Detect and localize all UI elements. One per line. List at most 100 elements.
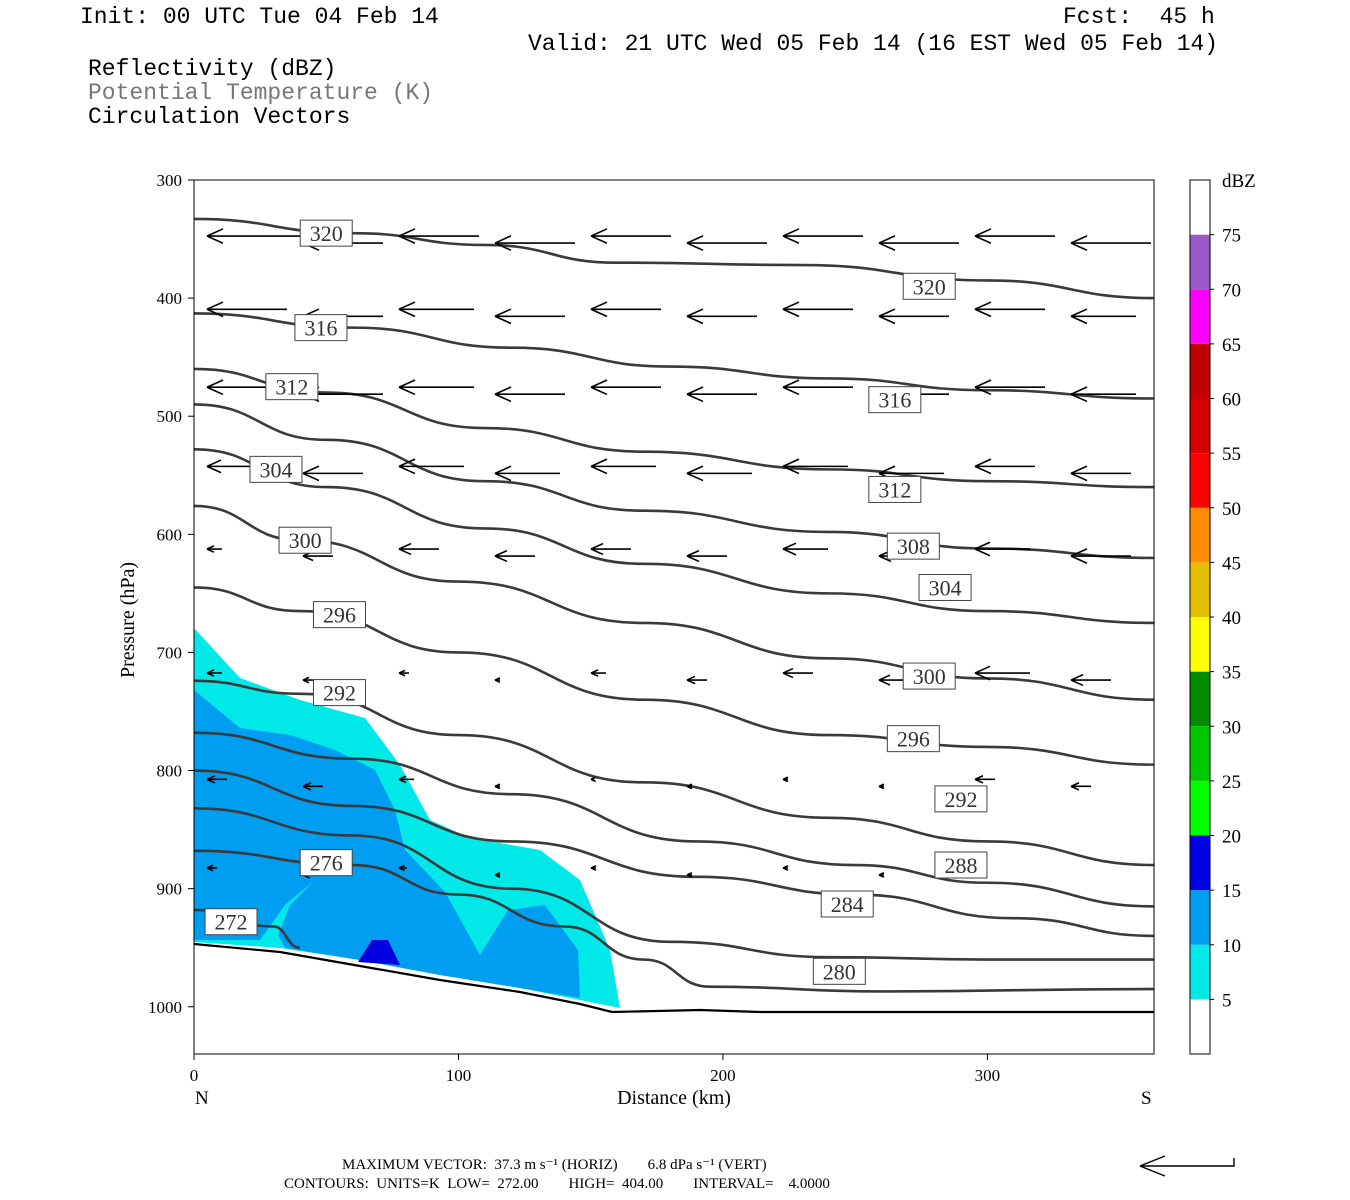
colorbar-label: 35 xyxy=(1222,663,1241,684)
circulation-vector xyxy=(398,379,474,396)
reflectivity-15dbz-area xyxy=(358,940,400,965)
valid-time: Valid: 21 UTC Wed 05 Feb 14 (16 EST Wed … xyxy=(528,31,1219,57)
svg-text:296: 296 xyxy=(323,603,356,628)
x-tick-label: 200 xyxy=(710,1066,736,1085)
circulation-vector xyxy=(398,775,414,784)
contour-label-312: 312 xyxy=(265,373,319,401)
forecast-hour: Fcst: 45 h xyxy=(1063,4,1215,30)
circulation-vector xyxy=(494,677,501,684)
svg-text:272: 272 xyxy=(215,910,248,935)
circulation-vector xyxy=(494,871,501,878)
svg-text:316: 316 xyxy=(304,316,337,341)
colorbar-label: 40 xyxy=(1222,608,1241,629)
colorbar-title: dBZ xyxy=(1222,171,1256,192)
circulation-vector xyxy=(782,301,853,318)
colorbar-label: 10 xyxy=(1222,936,1241,957)
theta-contour-280 xyxy=(194,807,1154,961)
svg-text:312: 312 xyxy=(878,477,911,502)
circulation-vector xyxy=(878,783,885,790)
colorbar-segment xyxy=(1190,343,1210,399)
axes: 300 400 500 600 700 800 900 1000 0 100 200 300 xyxy=(148,171,1000,1085)
theta-contour-labels: 320 320 316 316 312 312 308 304 304 300 300 296 296 2… xyxy=(204,219,988,985)
svg-text:296: 296 xyxy=(897,727,930,752)
svg-text:300: 300 xyxy=(913,664,946,689)
circulation-vector xyxy=(206,228,302,244)
theta-contour-312 xyxy=(194,367,1154,489)
circulation-vector xyxy=(494,386,565,403)
circulation-vector xyxy=(590,228,671,244)
circulation-vector xyxy=(1070,548,1131,564)
contour-label-296: 296 xyxy=(312,601,366,629)
circulation-vectors xyxy=(206,228,1151,879)
circulation-vector xyxy=(974,301,1045,318)
circulation-vector xyxy=(206,545,222,553)
circulation-vector xyxy=(686,465,752,482)
circulation-vector xyxy=(974,665,1030,681)
circulation-vector xyxy=(590,379,661,396)
contour-label-288: 288 xyxy=(934,851,988,879)
y-tick-label: 700 xyxy=(157,643,183,662)
circulation-vector xyxy=(782,379,853,396)
colorbar-label: 30 xyxy=(1222,717,1241,738)
colorbar-segment xyxy=(1190,944,1210,1000)
svg-text:304: 304 xyxy=(259,457,292,482)
circulation-vector xyxy=(974,379,1045,396)
circulation-vector xyxy=(494,783,501,790)
circulation-vector xyxy=(686,386,757,403)
circulation-vector xyxy=(1070,235,1151,251)
contour-label-312: 312 xyxy=(868,475,922,503)
contour-label-316: 316 xyxy=(868,386,922,414)
circulation-vector xyxy=(974,228,1055,244)
circulation-vector xyxy=(1070,386,1136,403)
circulation-vector xyxy=(590,776,596,783)
south-end-label: S xyxy=(1141,1088,1152,1109)
circulation-vector xyxy=(590,542,631,556)
contour-label-292: 292 xyxy=(312,679,366,707)
circulation-vector xyxy=(974,775,995,784)
circulation-vector xyxy=(686,675,707,685)
colorbar-segment xyxy=(1190,562,1210,617)
circulation-vector xyxy=(206,775,227,784)
contour-label-304: 304 xyxy=(918,573,972,601)
contour-info: CONTOURS: UNITS=K LOW= 272.00 HIGH= 404.… xyxy=(284,1176,830,1192)
circulation-vector xyxy=(302,676,313,684)
circulation-vector xyxy=(206,459,257,474)
colorbar-label: 45 xyxy=(1222,553,1241,574)
colorbar-segment xyxy=(1190,507,1210,563)
svg-text:292: 292 xyxy=(323,681,356,706)
y-tick-label: 400 xyxy=(157,289,183,308)
colorbar-label: 15 xyxy=(1222,881,1241,902)
circulation-vector xyxy=(302,465,363,482)
circulation-vector xyxy=(782,776,789,783)
circulation-vector xyxy=(878,308,949,325)
plot-frame xyxy=(193,179,1155,1055)
colorbar-segment xyxy=(1190,453,1210,508)
contour-label-320: 320 xyxy=(299,219,353,247)
y-tick-label: 1000 xyxy=(148,998,182,1017)
colorbar-label: 70 xyxy=(1222,280,1241,301)
contour-label-292: 292 xyxy=(934,785,988,813)
colorbar-segment xyxy=(1190,890,1210,945)
circulation-vector xyxy=(494,465,560,482)
svg-text:312: 312 xyxy=(275,375,308,400)
reference-vector xyxy=(1139,1155,1235,1177)
circulation-vector xyxy=(1070,308,1136,325)
x-axis-title: Distance (km) xyxy=(617,1087,731,1109)
init-time: Init: 00 UTC Tue 04 Feb 14 xyxy=(80,4,439,30)
theta-contour-276 xyxy=(194,849,1154,993)
svg-text:276: 276 xyxy=(310,851,343,876)
colorbar-segment xyxy=(1190,835,1210,891)
circulation-vector xyxy=(398,542,439,556)
y-tick-label: 800 xyxy=(157,762,183,781)
contour-label-296: 296 xyxy=(886,725,940,753)
circulation-vector xyxy=(782,864,789,871)
colorbar-segment xyxy=(1190,289,1210,344)
theta-contour-284 xyxy=(194,769,1154,938)
circulation-vector xyxy=(782,458,848,475)
x-tick-label: 0 xyxy=(190,1066,199,1085)
colorbar-label: 50 xyxy=(1222,499,1241,520)
colorbar-segment xyxy=(1190,180,1210,235)
svg-text:320: 320 xyxy=(310,221,343,246)
circulation-vector xyxy=(590,458,656,475)
